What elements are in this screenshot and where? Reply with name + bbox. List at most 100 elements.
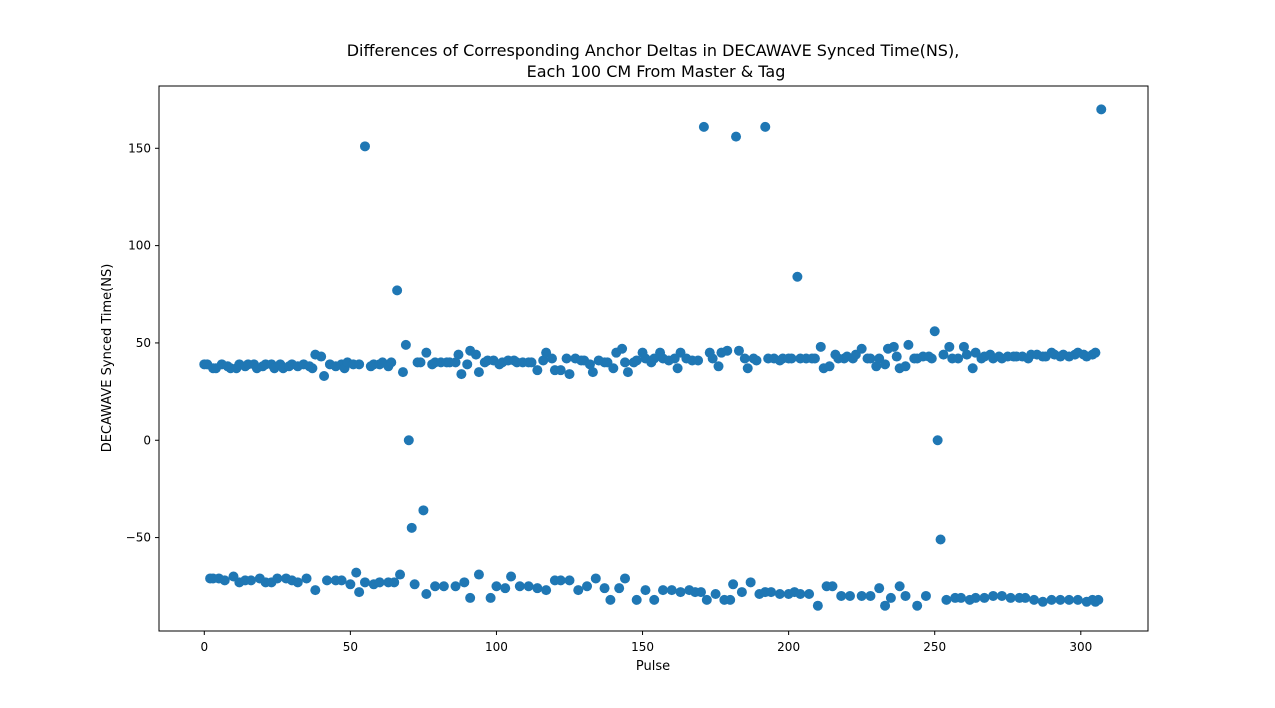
- x-tick-label: 50: [343, 640, 358, 654]
- data-point: [739, 353, 750, 364]
- data-point: [465, 592, 476, 603]
- data-point: [546, 353, 557, 364]
- data-point: [792, 271, 803, 282]
- data-point: [605, 594, 616, 605]
- data-point: [894, 581, 905, 592]
- data-point: [631, 594, 642, 605]
- data-point: [733, 345, 744, 356]
- y-axis: −50 0 50 100 150: [126, 141, 159, 545]
- data-point: [956, 592, 967, 603]
- data-point: [1072, 594, 1083, 605]
- data-point: [406, 522, 417, 533]
- data-point: [485, 592, 496, 603]
- data-point: [938, 349, 949, 360]
- data-point: [885, 592, 896, 603]
- data-point: [1005, 592, 1016, 603]
- data-point: [891, 351, 902, 362]
- data-point: [421, 347, 432, 358]
- data-point: [473, 367, 484, 378]
- data-point: [836, 590, 847, 601]
- data-point: [561, 353, 572, 364]
- data-point: [1093, 594, 1104, 605]
- data-point: [374, 577, 385, 588]
- data-point: [988, 590, 999, 601]
- data-point: [359, 141, 370, 152]
- data-point: [1064, 594, 1075, 605]
- data-point: [310, 585, 321, 596]
- data-point: [354, 587, 365, 598]
- data-point: [865, 353, 876, 364]
- y-tick-label: 150: [128, 141, 151, 155]
- data-point: [219, 575, 230, 586]
- data-point: [450, 357, 461, 368]
- data-point: [900, 361, 911, 372]
- data-point: [421, 589, 432, 600]
- y-tick-label: 0: [143, 433, 151, 447]
- data-point: [506, 571, 517, 582]
- data-point: [301, 573, 312, 584]
- data-point: [336, 575, 347, 586]
- data-point: [751, 355, 762, 366]
- data-point: [827, 581, 838, 592]
- data-point: [786, 353, 797, 364]
- data-point: [698, 121, 709, 132]
- data-point: [745, 577, 756, 588]
- data-point: [774, 589, 785, 600]
- x-tick-label: 300: [1069, 640, 1092, 654]
- x-axis: 0 50 100 150 200 250 300: [200, 631, 1092, 654]
- data-point: [693, 355, 704, 366]
- data-point: [815, 341, 826, 352]
- data-point: [865, 590, 876, 601]
- data-point: [812, 600, 823, 611]
- data-point: [900, 590, 911, 601]
- data-point: [932, 435, 943, 446]
- data-point: [395, 569, 406, 580]
- data-point: [354, 359, 365, 370]
- data-points: [199, 104, 1107, 611]
- data-point: [657, 585, 668, 596]
- data-point: [736, 587, 747, 598]
- data-point: [707, 353, 718, 364]
- data-point: [587, 367, 598, 378]
- data-point: [728, 579, 739, 590]
- data-point: [555, 575, 566, 586]
- x-axis-label: Pulse: [636, 659, 670, 674]
- x-tick-label: 0: [200, 640, 208, 654]
- data-point: [532, 365, 543, 376]
- data-point: [292, 577, 303, 588]
- data-point: [742, 363, 753, 374]
- data-point: [920, 590, 931, 601]
- data-point: [453, 349, 464, 360]
- data-point: [462, 359, 473, 370]
- data-point: [392, 285, 403, 296]
- data-point: [970, 592, 981, 603]
- data-point: [403, 435, 414, 446]
- data-point: [307, 363, 318, 374]
- data-point: [941, 594, 952, 605]
- data-point: [608, 363, 619, 374]
- data-point: [979, 592, 990, 603]
- data-point: [1055, 594, 1066, 605]
- data-point: [844, 590, 855, 601]
- y-axis-label: DECAWAVE Synced Time(NS): [100, 264, 115, 453]
- data-point: [631, 355, 642, 366]
- data-point: [555, 365, 566, 376]
- data-point: [1029, 594, 1040, 605]
- data-point: [1037, 596, 1048, 607]
- data-point: [666, 585, 677, 596]
- data-point: [471, 349, 482, 360]
- data-point: [316, 351, 327, 362]
- data-point: [710, 589, 721, 600]
- data-point: [500, 583, 511, 594]
- data-point: [418, 505, 429, 516]
- data-point: [856, 343, 867, 354]
- data-point: [415, 357, 426, 368]
- data-point: [961, 349, 972, 360]
- data-point: [640, 585, 651, 596]
- data-point: [514, 581, 525, 592]
- data-point: [386, 357, 397, 368]
- data-point: [766, 587, 777, 598]
- data-point: [351, 567, 362, 578]
- data-point: [856, 590, 867, 601]
- data-point: [321, 575, 332, 586]
